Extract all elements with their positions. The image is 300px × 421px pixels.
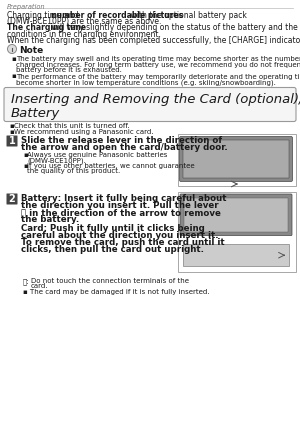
Text: Note: Note: [19, 46, 43, 55]
Text: 1: 1: [9, 136, 15, 146]
Text: If you use other batteries, we cannot guarantee: If you use other batteries, we cannot gu…: [27, 163, 195, 169]
Text: Check that this unit is turned off.: Check that this unit is turned off.: [14, 123, 130, 130]
Text: the battery.: the battery.: [21, 215, 79, 224]
Text: Preparation: Preparation: [7, 3, 46, 10]
Text: number of recordable pictures: number of recordable pictures: [51, 11, 183, 20]
Text: Inserting and Removing the Card (optional)/the: Inserting and Removing the Card (optiona…: [11, 93, 300, 107]
Text: Ⓐ in the direction of the arrow to remove: Ⓐ in the direction of the arrow to remov…: [21, 208, 221, 217]
Text: The battery may swell and its operating time may become shorter as the number of: The battery may swell and its operating …: [16, 56, 300, 62]
Text: Battery: Insert it fully being careful about: Battery: Insert it fully being careful a…: [21, 194, 227, 203]
Text: charged increases. For long term battery use, we recommend you do not frequently: charged increases. For long term battery…: [16, 61, 300, 67]
Text: the direction you insert it. Pull the lever: the direction you insert it. Pull the le…: [21, 201, 219, 210]
Text: card.: card.: [31, 283, 49, 290]
Text: Always use genuine Panasonic batteries: Always use genuine Panasonic batteries: [27, 152, 167, 158]
Text: ▪: ▪: [9, 129, 14, 135]
Text: battery before it is exhausted.: battery before it is exhausted.: [16, 67, 122, 73]
FancyBboxPatch shape: [180, 194, 292, 236]
Text: careful about the direction you insert it.: careful about the direction you insert i…: [21, 231, 219, 240]
Text: Slide the release lever in the direction of: Slide the release lever in the direction…: [21, 136, 222, 145]
Text: ▪: ▪: [23, 152, 28, 158]
Text: The performance of the battery may temporarily deteriorate and the operating tim: The performance of the battery may tempo…: [16, 74, 300, 80]
Text: The charging time: The charging time: [7, 24, 86, 32]
Text: the arrow and open the card/battery door.: the arrow and open the card/battery door…: [21, 143, 228, 152]
Text: Charging time and: Charging time and: [7, 11, 81, 20]
Text: Ⓐ:: Ⓐ:: [23, 278, 30, 285]
Text: We recommend using a Panasonic card.: We recommend using a Panasonic card.: [14, 129, 154, 135]
FancyBboxPatch shape: [183, 244, 289, 266]
Text: clicks, then pull the card out upright.: clicks, then pull the card out upright.: [21, 245, 204, 254]
Text: When the charging has been completed successfully, the [CHARGE] indicator turns : When the charging has been completed suc…: [7, 36, 300, 45]
Text: 2: 2: [9, 194, 15, 204]
FancyBboxPatch shape: [183, 140, 289, 178]
Text: ▪: ▪: [11, 56, 16, 62]
Text: ▪ The card may be damaged if it is not fully inserted.: ▪ The card may be damaged if it is not f…: [23, 289, 209, 295]
FancyBboxPatch shape: [178, 134, 296, 186]
Text: (DMW-BCE10PP) are the same as above.: (DMW-BCE10PP) are the same as above.: [7, 17, 161, 26]
Text: become shorter in low temperature conditions (e.g. skiing/snowboarding).: become shorter in low temperature condit…: [16, 79, 276, 85]
Text: (DMW-BCE10PP).: (DMW-BCE10PP).: [27, 157, 86, 164]
Text: To remove the card, push the card until it: To remove the card, push the card until …: [21, 238, 225, 247]
Text: ▪: ▪: [9, 123, 14, 130]
Circle shape: [8, 45, 16, 53]
Text: the quality of this product.: the quality of this product.: [27, 168, 120, 174]
Text: conditions in the charging environment.: conditions in the charging environment.: [7, 29, 161, 39]
FancyBboxPatch shape: [4, 88, 296, 122]
Text: Battery: Battery: [11, 107, 60, 120]
FancyBboxPatch shape: [7, 194, 17, 205]
FancyBboxPatch shape: [179, 136, 292, 181]
Text: Card: Push it fully until it clicks being: Card: Push it fully until it clicks bein…: [21, 224, 205, 233]
Text: ▪: ▪: [23, 163, 28, 169]
FancyBboxPatch shape: [178, 192, 296, 272]
FancyBboxPatch shape: [184, 198, 288, 232]
Text: will vary slightly depending on the status of the battery and the: will vary slightly depending on the stat…: [49, 24, 298, 32]
Text: Do not touch the connection terminals of the: Do not touch the connection terminals of…: [31, 278, 189, 284]
FancyBboxPatch shape: [7, 136, 17, 147]
Text: with the optional battery pack: with the optional battery pack: [128, 11, 247, 20]
Text: ▪: ▪: [11, 74, 16, 80]
